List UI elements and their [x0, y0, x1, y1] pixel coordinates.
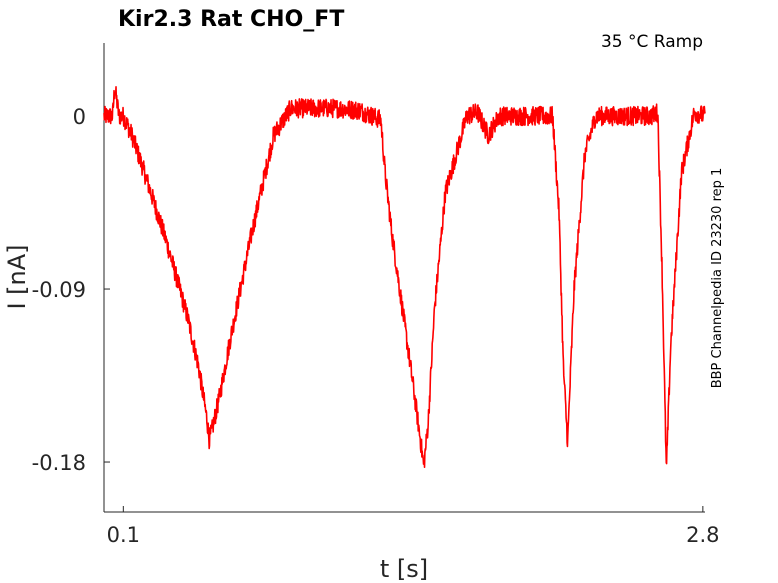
temperature-protocol-annotation: 35 °C Ramp	[601, 32, 703, 52]
y-tick-label: -0.18	[32, 451, 86, 475]
x-axis-label: t [s]	[380, 555, 428, 583]
y-tick-label: -0.09	[32, 278, 86, 302]
x-ticks: 0.1 2.8	[107, 506, 720, 547]
x-tick-label: 2.8	[686, 523, 719, 547]
y-tick-label: 0	[73, 105, 86, 129]
axes	[103, 43, 705, 513]
x-tick-label: 0.1	[107, 523, 140, 547]
current-trace	[103, 85, 706, 469]
chart-title: Kir2.3 Rat CHO_FT	[118, 7, 344, 32]
source-id-label: BBP Channelpedia ID 23230 rep 1	[710, 168, 725, 389]
y-axis-label: I [nA]	[3, 244, 31, 309]
y-ticks: 0 -0.09 -0.18	[32, 105, 110, 475]
